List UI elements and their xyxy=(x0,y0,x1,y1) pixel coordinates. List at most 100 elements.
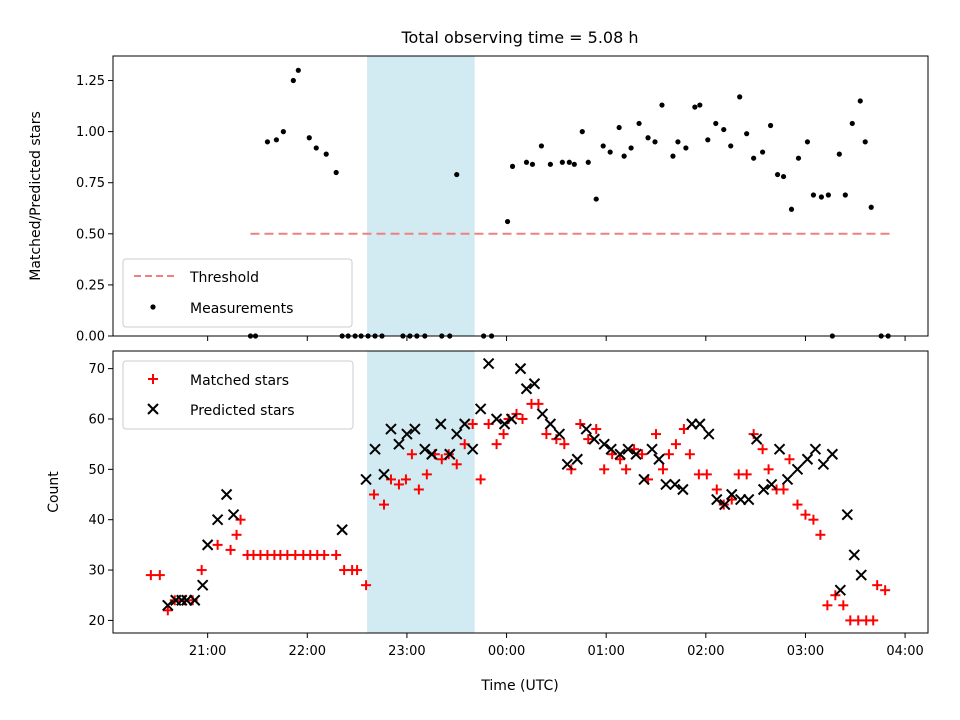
bottom-y-tick-label: 40 xyxy=(88,513,105,528)
predicted-star-point xyxy=(211,513,224,526)
measurement-point xyxy=(721,126,727,133)
matched-star-point xyxy=(838,600,849,611)
predicted-star-point xyxy=(622,443,634,455)
predicted-star-point xyxy=(490,413,503,425)
measurement-point xyxy=(529,161,536,167)
predicted-star-point xyxy=(588,433,600,445)
predicted-star-point xyxy=(677,483,689,496)
predicted-star-point xyxy=(474,403,487,415)
measurement-point xyxy=(751,155,757,161)
measurement-point xyxy=(566,159,572,165)
bottom-x-tick-label: 03:00 xyxy=(787,644,824,659)
legend-predicted-key xyxy=(147,403,159,415)
predicted-star-point xyxy=(466,443,479,455)
measurement-point xyxy=(621,153,627,159)
measurement-point xyxy=(600,143,606,149)
legend-matched-marker xyxy=(148,374,158,384)
predicted-star-point xyxy=(638,473,650,486)
predicted-star-point xyxy=(514,362,527,375)
predicted-star-point xyxy=(571,453,583,465)
measurement-points xyxy=(247,67,891,339)
measurement-point xyxy=(538,143,545,149)
measurement-point xyxy=(636,120,642,127)
measurement-point xyxy=(713,120,719,127)
bottom-x-tick-label: 02:00 xyxy=(687,644,724,659)
predicted-star-point xyxy=(419,443,431,455)
matched-star-point xyxy=(763,464,774,475)
top-y-tick-label: 1.25 xyxy=(76,74,105,89)
predicted-star-point xyxy=(841,508,854,521)
predicted-star-point xyxy=(162,599,174,612)
matched-star-point xyxy=(663,449,674,460)
top-y-tick-label: 0.50 xyxy=(76,227,105,242)
matched-star-point xyxy=(830,590,841,601)
matched-star-point xyxy=(872,580,883,591)
matched-star-point xyxy=(868,615,879,626)
matched-star-point xyxy=(621,464,632,475)
top-y-tick-label: 0.25 xyxy=(76,278,105,293)
predicted-star-point xyxy=(711,493,723,506)
matched-star-point xyxy=(331,549,342,560)
predicted-star-point xyxy=(848,549,860,561)
measurement-point xyxy=(683,145,689,151)
measurement-point xyxy=(774,171,781,178)
predicted-star-point xyxy=(630,448,642,460)
measurement-point xyxy=(836,151,842,157)
predicted-star-point xyxy=(750,433,763,445)
bottom-y-axis-label: Count xyxy=(46,471,62,513)
matched-star-point xyxy=(451,459,462,470)
matched-stars-points xyxy=(145,398,891,626)
predicted-star-point xyxy=(196,579,209,591)
matched-star-point xyxy=(701,469,712,480)
measurement-point xyxy=(697,102,703,108)
top-legend-box xyxy=(122,258,353,328)
predicted-star-point xyxy=(791,463,804,476)
measurement-point xyxy=(313,145,319,151)
matched-star-point xyxy=(511,408,522,419)
matched-star-point xyxy=(225,544,236,555)
matched-star-point xyxy=(575,419,586,430)
predicted-star-point xyxy=(369,443,381,455)
matched-star-point xyxy=(670,439,681,450)
measurement-point xyxy=(744,131,750,137)
measurement-point xyxy=(645,135,651,141)
matched-star-point xyxy=(615,454,626,465)
predicted-star-point xyxy=(553,428,566,440)
matched-star-point xyxy=(196,565,207,576)
predicted-star-point xyxy=(817,458,830,471)
predicted-star-point xyxy=(435,418,447,430)
measurement-point xyxy=(454,171,460,178)
matched-star-point xyxy=(369,489,380,500)
predicted-star-point xyxy=(482,357,495,370)
matched-star-point xyxy=(400,474,411,485)
measurement-point xyxy=(804,139,811,145)
measurement-point xyxy=(849,120,855,127)
measurement-point xyxy=(333,169,339,176)
matched-star-point xyxy=(792,499,803,510)
matched-star-point xyxy=(235,514,246,525)
predicted-star-point xyxy=(561,458,574,471)
legend-predicted-label: Predicted stars xyxy=(190,403,295,419)
predicted-star-point xyxy=(188,594,201,606)
measurement-point xyxy=(857,98,863,104)
predicted-star-point xyxy=(378,468,390,481)
matched-star-point xyxy=(651,429,662,440)
predicted-stars-points xyxy=(162,357,867,612)
bottom-y-tick-label: 60 xyxy=(88,412,105,427)
legend-matched-key xyxy=(148,374,158,384)
predicted-star-point xyxy=(458,418,471,430)
matched-star-point xyxy=(361,580,372,591)
matched-star-point xyxy=(145,570,156,581)
predicted-star-point xyxy=(201,539,214,551)
predicted-star-point xyxy=(809,443,822,455)
matched-star-point xyxy=(784,454,795,465)
predicted-star-point xyxy=(444,448,456,460)
top-legend: Threshold Measurements xyxy=(122,258,353,328)
matched-star-point xyxy=(406,449,417,460)
measurement-point xyxy=(670,153,676,159)
top-axes-frame xyxy=(112,55,929,337)
measurement-point xyxy=(818,194,824,200)
matched-star-point xyxy=(154,570,165,581)
matched-star-point xyxy=(711,484,722,495)
measurement-point xyxy=(504,218,511,225)
